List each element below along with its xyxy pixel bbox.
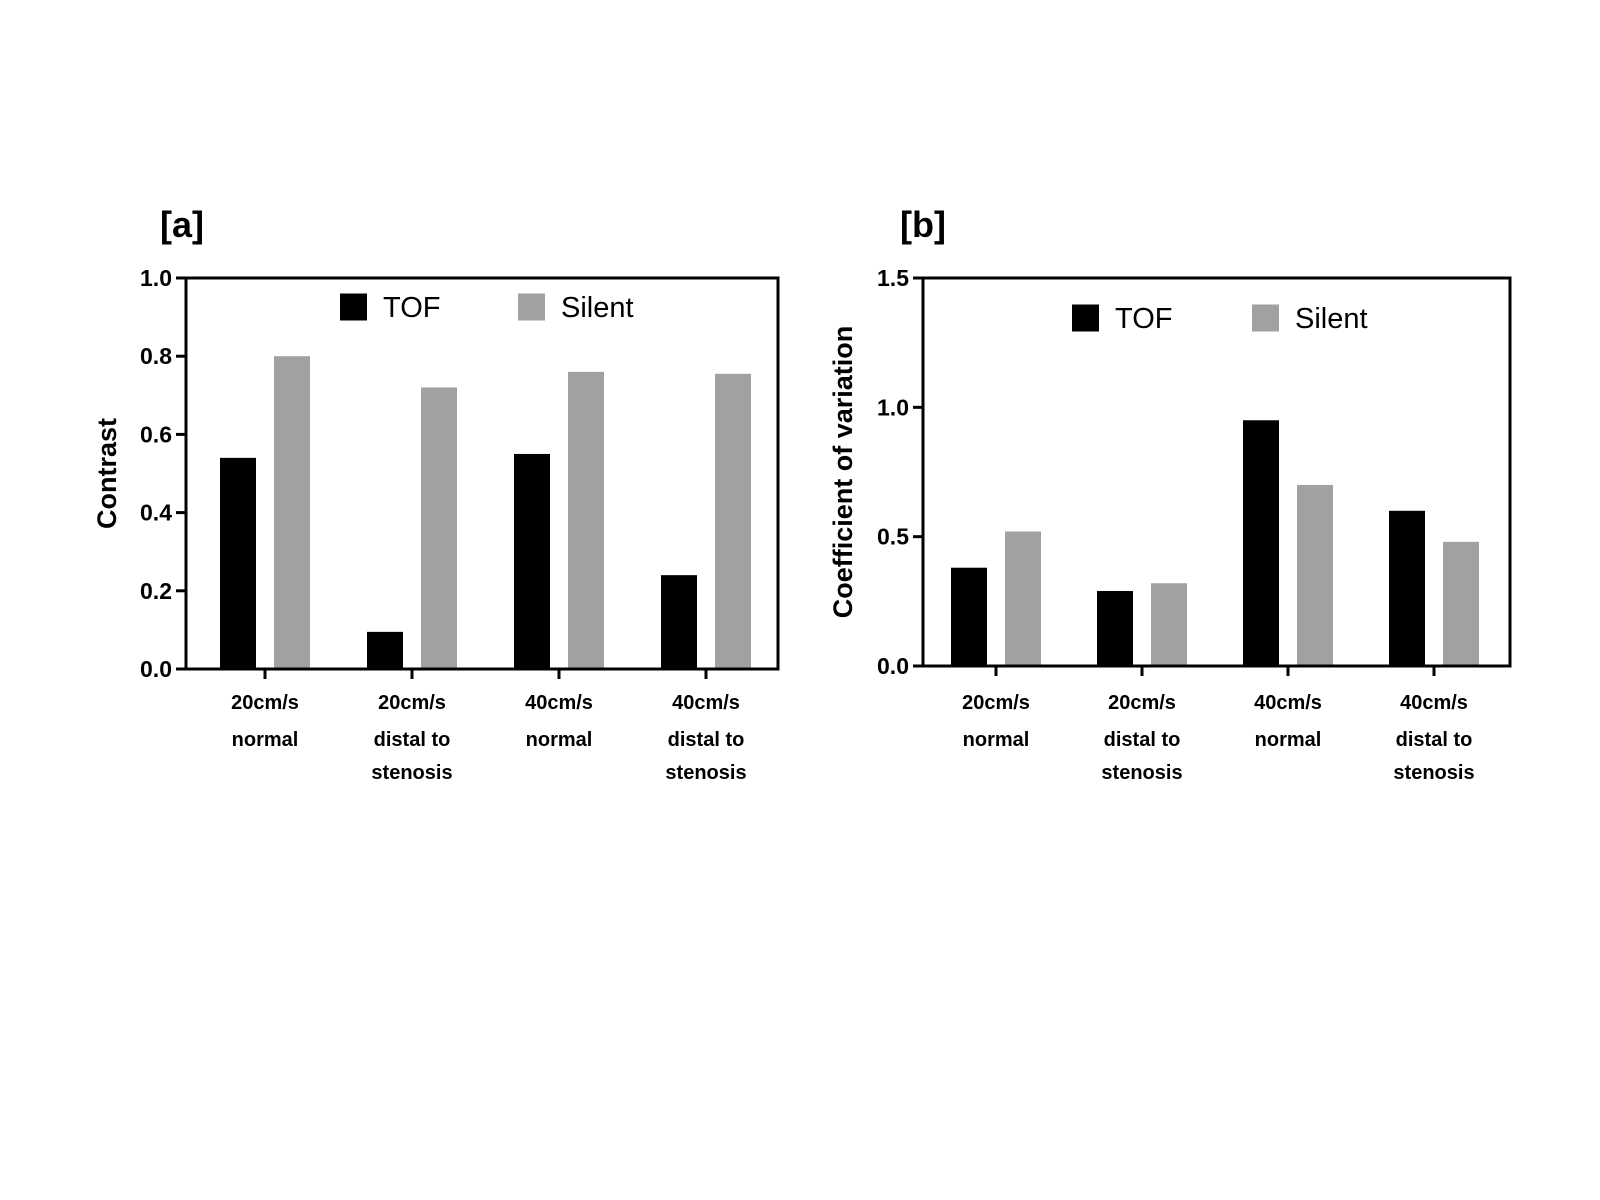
x-tick-label: stenosis (1393, 762, 1474, 784)
y-tick-label: 0.5 (877, 524, 909, 550)
x-tick-label: 20cm/s (231, 692, 299, 714)
x-tick-label: 40cm/s (672, 692, 740, 714)
bar-tof-1 (951, 567, 987, 666)
x-tick-label: normal (1255, 729, 1322, 751)
bar-silent-2 (1151, 583, 1187, 666)
bar-tof-4 (1389, 510, 1425, 666)
bar-silent-1 (1005, 531, 1041, 666)
panel-label: [a] (160, 204, 204, 245)
y-axis-title: Coefficient of variation (828, 326, 858, 619)
x-tick-label: 20cm/s (378, 692, 446, 714)
legend-label-tof: TOF (1115, 303, 1172, 335)
y-tick-label: 0.0 (140, 656, 172, 682)
legend-label-tof: TOF (383, 292, 440, 324)
x-tick-label: stenosis (1101, 762, 1182, 784)
legend-label-silent: Silent (561, 292, 634, 324)
y-tick-label: 0.6 (140, 421, 172, 447)
bar-silent-4 (1443, 541, 1479, 666)
legend-swatch-tof (1072, 304, 1099, 332)
plot-frame (921, 276, 1512, 668)
x-tick-label: 40cm/s (525, 692, 593, 714)
x-tick-label: normal (526, 729, 593, 751)
y-axis-title: Contrast (92, 418, 122, 529)
x-tick-label: 40cm/s (1400, 692, 1468, 714)
bar-tof-4 (661, 575, 697, 669)
bar-tof-3 (1243, 420, 1279, 666)
bar-tof-1 (220, 457, 256, 669)
bar-silent-3 (1297, 484, 1333, 666)
y-tick-label: 0.2 (140, 578, 172, 604)
x-tick-label: distal to (1396, 729, 1473, 751)
x-tick-label: stenosis (665, 762, 746, 784)
y-tick-label: 1.5 (877, 265, 909, 291)
legend: TOF Silent (1072, 303, 1368, 335)
x-tick-label: distal to (1104, 729, 1181, 751)
legend-label-silent: Silent (1295, 303, 1368, 335)
x-tick-label: distal to (668, 729, 745, 751)
x-tick-label: 20cm/s (1108, 692, 1176, 714)
bar-silent-4 (715, 373, 751, 669)
x-tick-label: normal (232, 729, 299, 751)
x-tick-label: normal (963, 729, 1030, 751)
bar-silent-3 (568, 371, 604, 669)
legend: TOF Silent (340, 292, 634, 324)
legend-swatch-silent (1252, 304, 1279, 332)
panel-label: [b] (900, 204, 946, 245)
legend-swatch-tof (340, 293, 367, 321)
chart-panel-b: [b] 0.0 0.5 1.0 1.5 20cm/s normal 20cm/s distal … (828, 204, 1512, 784)
y-tick-label: 0.0 (877, 653, 909, 679)
bar-tof-2 (367, 631, 403, 669)
y-tick-label: 1.0 (877, 394, 909, 420)
x-tick-label: 20cm/s (962, 692, 1030, 714)
bar-silent-2 (421, 387, 457, 669)
bar-tof-3 (514, 453, 550, 669)
legend-swatch-silent (518, 293, 545, 321)
bar-silent-1 (274, 356, 310, 669)
y-tick-label: 0.4 (140, 500, 172, 526)
x-tick-label: stenosis (371, 762, 452, 784)
y-tick-label: 1.0 (140, 265, 172, 291)
x-tick-label: distal to (374, 729, 451, 751)
plot-frame (184, 276, 780, 671)
y-tick-label: 0.8 (140, 343, 172, 369)
chart-panel-a: [a] 0.0 0.2 0.4 0.6 0.8 1.0 20cm/s normal 20cm/s d… (92, 204, 780, 784)
x-tick-label: 40cm/s (1254, 692, 1322, 714)
bar-tof-2 (1097, 590, 1133, 666)
